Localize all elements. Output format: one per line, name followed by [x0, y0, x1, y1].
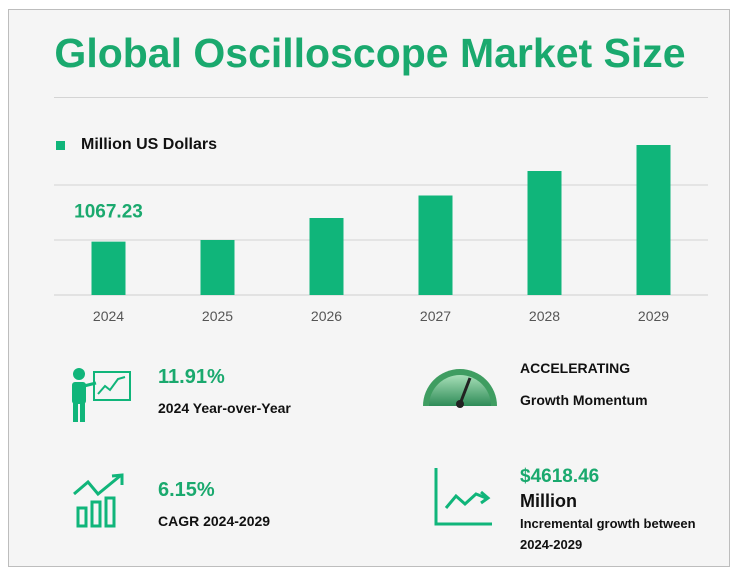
- x-tick-label-2027: 2027: [420, 308, 451, 324]
- page-title: Global Oscilloscope Market Size: [54, 30, 686, 76]
- yoy-value: 11.91%: [158, 366, 225, 388]
- title-divider: [54, 97, 708, 98]
- legend-label: Million US Dollars: [81, 136, 218, 153]
- bar-2024: [91, 241, 126, 295]
- incremental-label-line2: 2024-2029: [520, 537, 583, 552]
- infographic-frame: [8, 9, 730, 567]
- bar-2025: [200, 240, 235, 295]
- x-tick-label-2025: 2025: [202, 308, 233, 324]
- bar-2029: [636, 145, 671, 295]
- x-tick-label-2029: 2029: [638, 308, 669, 324]
- gauge-icon: [423, 369, 497, 408]
- bar-2026: [309, 218, 344, 295]
- presenter-chart-icon: [72, 368, 131, 422]
- x-tick-label-2028: 2028: [529, 308, 560, 324]
- x-tick-label-2024: 2024: [93, 308, 124, 324]
- momentum-value: ACCELERATING: [520, 360, 631, 376]
- x-tick-label-2026: 2026: [311, 308, 342, 324]
- line-trend-icon: [434, 468, 492, 526]
- incremental-label-line1: Incremental growth between: [520, 516, 696, 531]
- bars-growth-icon: [73, 473, 124, 528]
- momentum-label: Growth Momentum: [520, 392, 648, 408]
- bar-2027: [418, 195, 453, 295]
- incremental-value: $4618.46: [520, 466, 600, 487]
- incremental-unit: Million: [520, 491, 577, 511]
- yoy-label: 2024 Year-over-Year: [158, 400, 291, 416]
- chart-legend: Million US Dollars: [56, 136, 217, 154]
- data-label-2024: 1067.23: [74, 202, 143, 223]
- cagr-label: CAGR 2024-2029: [158, 513, 271, 529]
- cagr-value: 6.15%: [158, 479, 215, 501]
- legend-swatch: [56, 140, 65, 150]
- bar-2028: [527, 171, 562, 295]
